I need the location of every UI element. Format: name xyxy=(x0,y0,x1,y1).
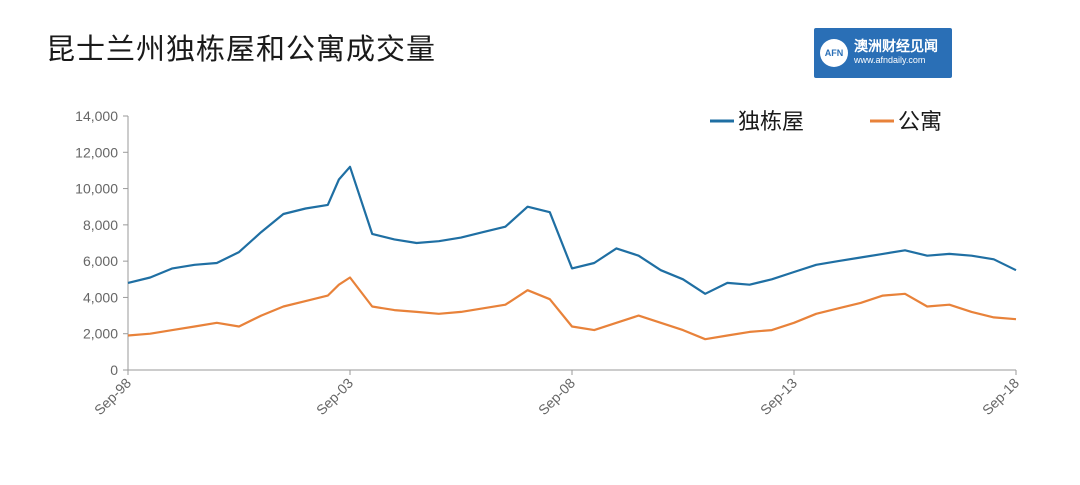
chart-title: 昆士兰州独栋屋和公寓成交量 xyxy=(46,32,437,66)
x-tick-label: Sep-08 xyxy=(535,375,578,418)
y-tick-label: 6,000 xyxy=(83,253,118,269)
y-tick-label: 2,000 xyxy=(83,326,118,342)
x-tick-label: Sep-18 xyxy=(979,375,1022,418)
x-tick-label: Sep-98 xyxy=(91,375,134,418)
y-tick-label: 4,000 xyxy=(83,289,118,305)
legend-label: 公寓 xyxy=(898,110,942,135)
y-tick-label: 12,000 xyxy=(75,144,118,160)
logo-name: 澳洲财经见闻 xyxy=(854,39,938,56)
afn-logo-icon: AFN xyxy=(820,39,848,67)
x-axis: Sep-98 Sep-03 Sep-08 Sep-13 Sep-18 xyxy=(91,369,1022,418)
series-line-0 xyxy=(127,165,1017,295)
x-tick-label: Sep-13 xyxy=(757,375,800,418)
legend: 独栋屋 公寓 xyxy=(710,110,942,135)
brand-logo: AFN 澳洲财经见闻 www.afndaily.com xyxy=(814,28,952,78)
y-tick-label: 8,000 xyxy=(83,217,118,233)
logo-url: www.afndaily.com xyxy=(854,54,926,65)
y-tick-label: 0 xyxy=(110,362,118,378)
y-tick-label: 14,000 xyxy=(75,108,118,124)
y-tick-label: 10,000 xyxy=(75,181,118,197)
legend-label: 独栋屋 xyxy=(738,110,804,135)
series-line-1 xyxy=(127,276,1017,341)
logo-text: 澳洲财经见闻 www.afndaily.com xyxy=(854,39,938,65)
series-lines xyxy=(127,165,1017,341)
x-tick-label: Sep-03 xyxy=(313,375,356,418)
y-axis: 0 2,000 4,000 6,000 8,000 10,000 12,000 14,000 xyxy=(75,108,129,378)
